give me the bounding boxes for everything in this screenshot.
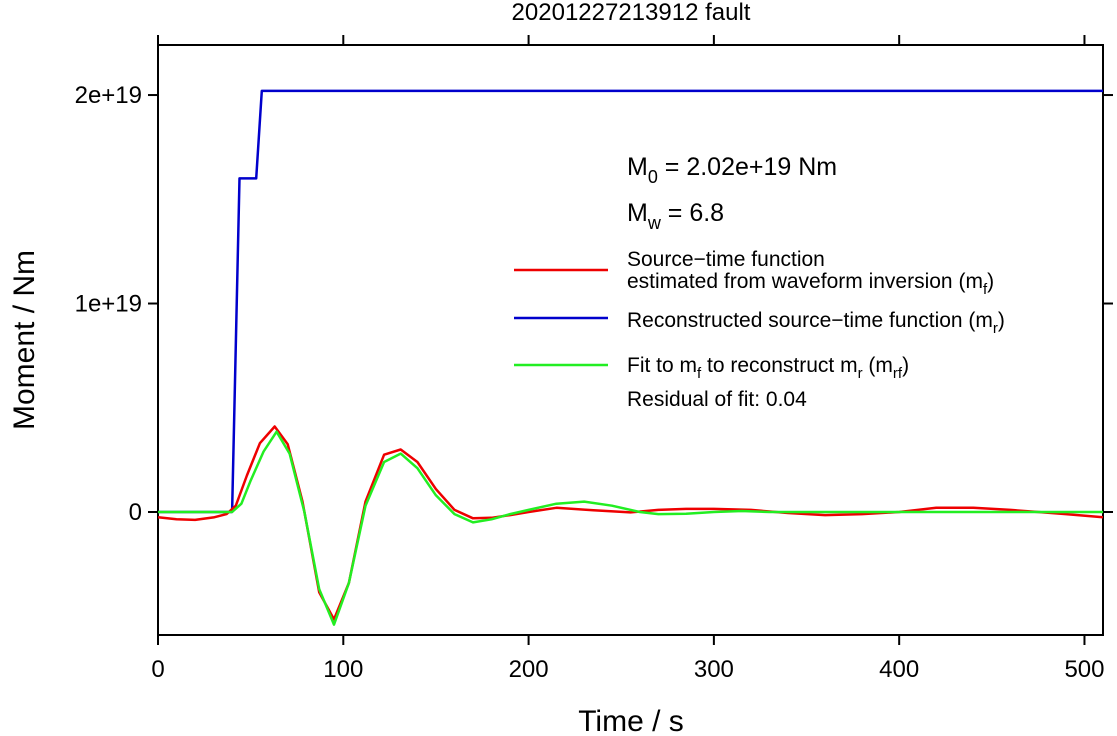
y-axis-label: Moment / Nm	[8, 250, 41, 430]
residual-annotation: Residual of fit: 0.04	[627, 388, 807, 411]
x-tick-label: 400	[879, 656, 919, 683]
series-line-3	[158, 430, 1103, 626]
x-tick-label: 300	[694, 656, 734, 683]
x-tick-label: 100	[323, 656, 363, 683]
x-tick-label: 500	[1064, 656, 1104, 683]
annotations: M0 = 2.02e+19 Nm Mw = 6.8 Residual of fit:…	[627, 153, 837, 411]
plot-frame	[157, 44, 1104, 636]
chart-title: 20201227213912 fault	[512, 0, 751, 26]
y-tick-label: 1e+19	[75, 291, 142, 318]
y-tick-label: 2e+19	[75, 82, 142, 109]
legend-label-3: Fit to mf to reconstruct mr (mrf)	[627, 354, 909, 382]
legend-label-2: Reconstructed source−time function (mr)	[627, 309, 1005, 337]
magnitude-annotation: Mw = 6.8	[627, 199, 724, 233]
x-axis-label: Time / s	[578, 705, 684, 736]
legend-label-1: Source−time function	[627, 248, 825, 271]
legend-label-1: estimated from waveform inversion (mf)	[627, 270, 994, 298]
series-line-2	[158, 425, 1103, 621]
x-tick-label: 0	[151, 656, 164, 683]
y-tick-label: 0	[129, 499, 142, 526]
moment-annotation: M0 = 2.02e+19 Nm	[627, 153, 837, 187]
axis-ticks: 0 100 200 300 400 500 0 1e+19 2e+19	[75, 35, 1113, 683]
series-layer	[158, 89, 1103, 626]
x-tick-label: 200	[509, 656, 549, 683]
